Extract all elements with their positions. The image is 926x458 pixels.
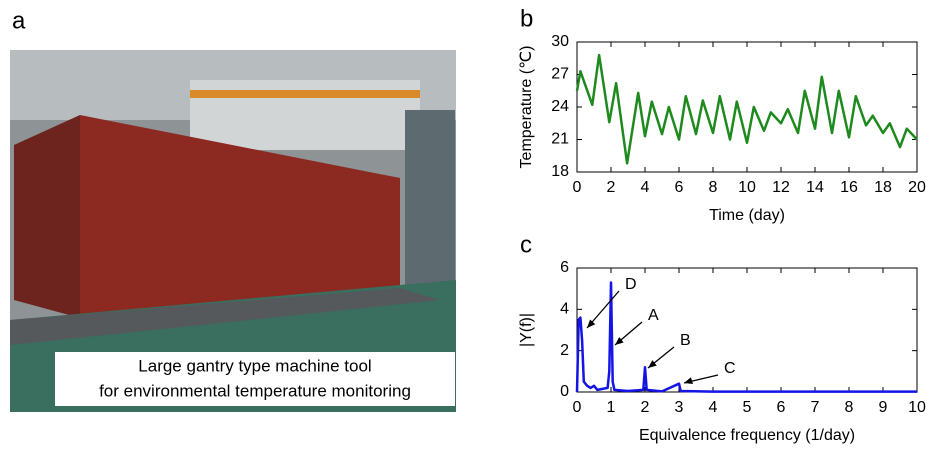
arrow-head bbox=[587, 319, 596, 328]
x-tick-label: 18 bbox=[874, 179, 892, 196]
data-line bbox=[575, 53, 918, 165]
x-tick-label: 12 bbox=[772, 179, 790, 196]
panel-label: b bbox=[520, 5, 533, 32]
y-tick-label: 21 bbox=[551, 131, 569, 148]
y-tick-label: 0 bbox=[560, 383, 569, 400]
x-tick-label: 8 bbox=[845, 399, 854, 416]
x-tick-label: 10 bbox=[738, 179, 756, 196]
x-tick-label: 1 bbox=[607, 399, 616, 416]
caption: Large gantry type machine tool bbox=[138, 356, 371, 375]
gantry-column bbox=[405, 110, 455, 300]
y-tick-label: 24 bbox=[551, 98, 569, 115]
bed-rail bbox=[10, 288, 440, 345]
x-tick-label: 9 bbox=[879, 399, 888, 416]
x-tick-label: 6 bbox=[777, 399, 786, 416]
annotation: D bbox=[625, 276, 637, 293]
x-axis-label: Equivalence frequency (1/day) bbox=[639, 427, 855, 444]
x-tick-label: 7 bbox=[811, 399, 820, 416]
x-tick-label: 20 bbox=[908, 179, 926, 196]
arrow-head bbox=[684, 377, 693, 384]
x-tick-label: 2 bbox=[607, 179, 616, 196]
y-tick-label: 30 bbox=[551, 33, 569, 50]
x-tick-label: 16 bbox=[840, 179, 858, 196]
y-tick-label: 2 bbox=[560, 342, 569, 359]
x-tick-label: 4 bbox=[641, 179, 650, 196]
red-workpiece bbox=[80, 115, 400, 318]
x-tick-label: 14 bbox=[806, 179, 824, 196]
panel-label: a bbox=[12, 7, 26, 34]
caption-box bbox=[55, 352, 455, 406]
x-tick-label: 4 bbox=[709, 399, 718, 416]
x-tick-label: 2 bbox=[641, 399, 650, 416]
arrow-head bbox=[648, 360, 657, 368]
data-line bbox=[575, 281, 917, 393]
red-workpiece-side bbox=[14, 115, 80, 318]
x-tick-label: 3 bbox=[675, 399, 684, 416]
annotation: B bbox=[680, 332, 691, 349]
y-tick-label: 6 bbox=[560, 259, 569, 276]
x-tick-label: 6 bbox=[675, 179, 684, 196]
annotation: A bbox=[648, 307, 659, 324]
photo: Large gantry type machine tool for envir… bbox=[10, 50, 456, 412]
x-tick-label: 5 bbox=[743, 399, 752, 416]
y-tick-label: 4 bbox=[560, 301, 569, 318]
arrow-head bbox=[615, 337, 624, 345]
annotation: C bbox=[724, 360, 736, 377]
x-tick-label: 0 bbox=[573, 399, 582, 416]
panel-label: c bbox=[520, 231, 532, 258]
y-axis-label: |Y(f)| bbox=[518, 313, 535, 347]
y-tick-label: 27 bbox=[551, 66, 569, 83]
y-tick-label: 18 bbox=[551, 163, 569, 180]
x-tick-label: 10 bbox=[908, 399, 926, 416]
caption: for environmental temperature monitoring bbox=[99, 381, 411, 400]
x-axis-label: Time (day) bbox=[709, 207, 785, 224]
y-axis-label: Temperature (℃) bbox=[518, 46, 535, 169]
gantry-rail bbox=[190, 90, 420, 98]
x-tick-label: 8 bbox=[709, 179, 718, 196]
x-tick-label: 0 bbox=[573, 179, 582, 196]
